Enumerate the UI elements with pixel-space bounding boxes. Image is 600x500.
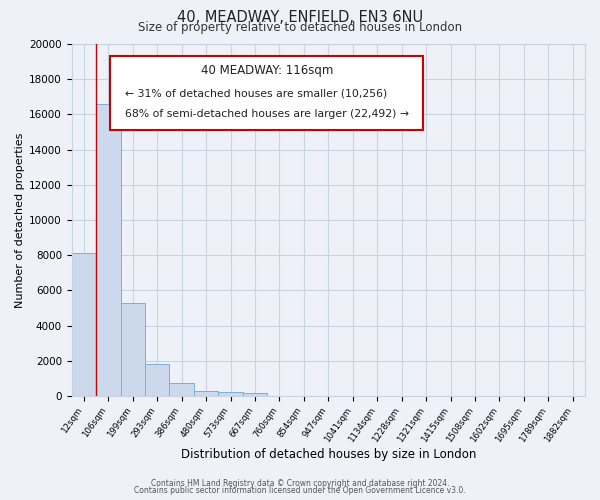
Bar [218, 392, 243, 396]
Text: 68% of semi-detached houses are larger (22,492) →: 68% of semi-detached houses are larger (… [125, 110, 409, 120]
Bar [121, 302, 145, 396]
Text: Size of property relative to detached houses in London: Size of property relative to detached ho… [138, 21, 462, 34]
Text: 40 MEADWAY: 116sqm: 40 MEADWAY: 116sqm [200, 64, 333, 77]
Text: 40, MEADWAY, ENFIELD, EN3 6NU: 40, MEADWAY, ENFIELD, EN3 6NU [177, 10, 423, 25]
FancyBboxPatch shape [110, 56, 423, 130]
Bar [71, 254, 96, 396]
Bar [194, 390, 218, 396]
Text: Contains public sector information licensed under the Open Government Licence v3: Contains public sector information licen… [134, 486, 466, 495]
Y-axis label: Number of detached properties: Number of detached properties [15, 132, 25, 308]
Bar [145, 364, 169, 396]
Text: Contains HM Land Registry data © Crown copyright and database right 2024.: Contains HM Land Registry data © Crown c… [151, 479, 449, 488]
Bar [243, 393, 267, 396]
Bar [169, 382, 194, 396]
Text: ← 31% of detached houses are smaller (10,256): ← 31% of detached houses are smaller (10… [125, 88, 387, 99]
Bar [96, 104, 121, 396]
X-axis label: Distribution of detached houses by size in London: Distribution of detached houses by size … [181, 448, 476, 461]
